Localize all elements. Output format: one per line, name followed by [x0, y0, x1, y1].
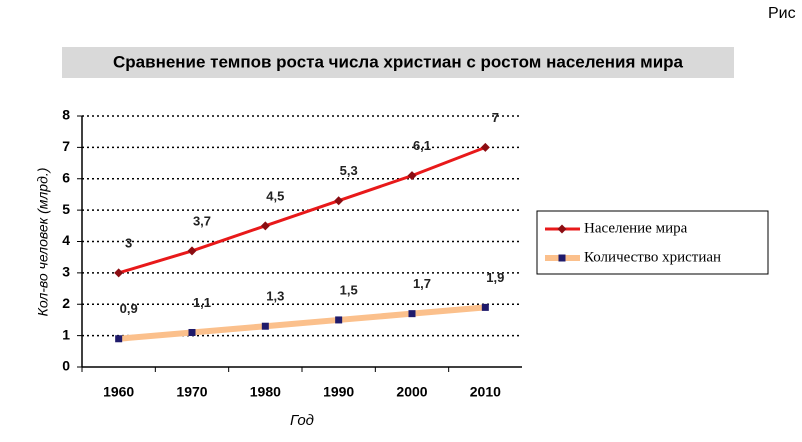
title-background	[62, 47, 734, 78]
data-point	[408, 310, 416, 318]
legend-label: Количество христиан	[584, 249, 721, 265]
y-tick-label: 3	[62, 264, 70, 280]
data-label: 7	[492, 110, 499, 125]
data-label: 3,7	[193, 213, 211, 228]
data-label: 1,3	[266, 289, 284, 304]
x-tick-label: 1960	[103, 384, 134, 400]
y-tick-label: 4	[62, 232, 70, 248]
legend-box	[536, 210, 769, 275]
data-point	[260, 221, 270, 231]
x-tick-label: 1970	[176, 384, 207, 400]
data-point	[115, 335, 123, 343]
data-label: 3	[125, 235, 132, 250]
legend-marker	[558, 254, 566, 262]
y-tick-label: 5	[62, 201, 70, 217]
x-tick-label: 2010	[470, 384, 501, 400]
data-label: 6,1	[413, 138, 431, 153]
series-line	[118, 145, 486, 275]
y-tick-label: 6	[62, 169, 70, 185]
data-point	[334, 196, 344, 206]
x-axis-label: Год	[290, 412, 314, 429]
data-point	[261, 322, 269, 330]
y-tick-label: 8	[62, 107, 70, 123]
series-line	[118, 304, 486, 342]
data-label: 1,1	[193, 295, 211, 310]
data-point	[481, 303, 489, 311]
y-tick-label: 0	[62, 358, 70, 374]
data-point	[480, 142, 490, 152]
data-label: 1,7	[413, 276, 431, 291]
data-label: 4,5	[266, 188, 284, 203]
data-label: 1,9	[486, 270, 504, 285]
data-point	[188, 328, 196, 336]
data-label: 0,9	[120, 301, 138, 316]
data-point	[407, 171, 417, 181]
data-point	[114, 268, 124, 278]
x-tick-label: 2000	[396, 384, 427, 400]
y-axis-label: Кол-во человек (млрд.)	[35, 168, 51, 317]
figure-label: Рис	[768, 5, 796, 22]
legend-label: Население мира	[584, 220, 688, 236]
y-tick-label: 7	[62, 138, 70, 154]
legend-marker	[557, 224, 567, 234]
data-point	[187, 246, 197, 256]
x-tick-label: 1980	[250, 384, 281, 400]
x-tick-label: 1990	[323, 384, 354, 400]
data-point	[335, 316, 343, 324]
chart-title: Сравнение темпов роста числа христиан с …	[113, 52, 684, 71]
data-label: 5,3	[340, 163, 358, 178]
y-tick-label: 2	[62, 295, 70, 311]
data-label: 1,5	[340, 282, 358, 297]
y-tick-label: 1	[62, 326, 70, 342]
